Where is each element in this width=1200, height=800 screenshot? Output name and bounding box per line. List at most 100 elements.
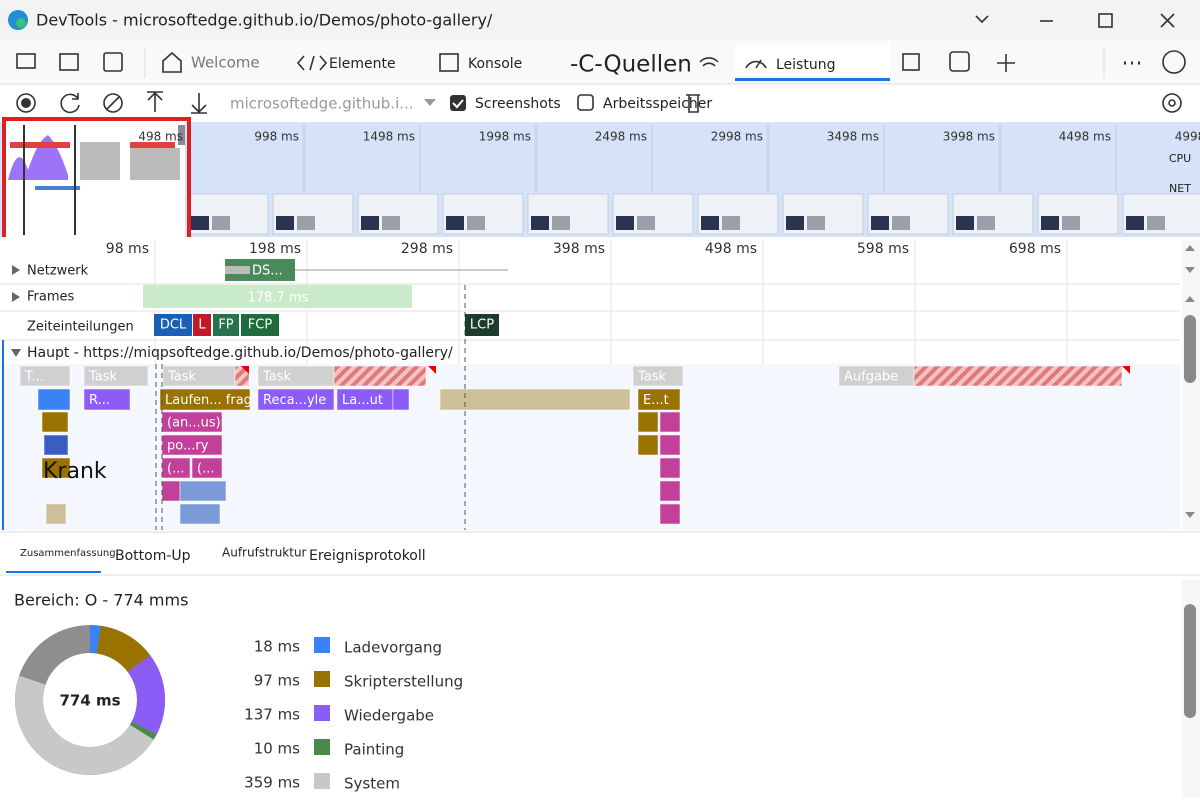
network-request[interactable] (225, 259, 295, 281)
legend-value: 359 ms (244, 774, 300, 792)
flame-block[interactable] (41, 457, 71, 479)
device-icon[interactable] (59, 53, 79, 71)
flame-block[interactable] (257, 388, 335, 411)
timing-marker[interactable] (213, 314, 239, 336)
timing-label: FP (218, 318, 233, 333)
flame-block[interactable] (191, 457, 223, 479)
warning-corner (1122, 366, 1130, 374)
dropdown-button[interactable] (975, 15, 989, 24)
overview-label: CPU (1169, 152, 1191, 165)
flame-block[interactable] (41, 411, 69, 433)
track-label[interactable]: Frames (27, 290, 75, 305)
flame-block[interactable] (159, 388, 251, 411)
memory-icon[interactable] (902, 53, 920, 71)
timing-label: DCL (160, 318, 187, 333)
timing-marker[interactable] (241, 314, 279, 336)
flame-block[interactable] (83, 388, 131, 411)
flame-block[interactable] (637, 388, 681, 411)
flame-block[interactable] (632, 365, 684, 387)
tab[interactable]: Welcome (191, 54, 260, 72)
flame-block[interactable] (659, 503, 681, 525)
thumb-img (1062, 216, 1080, 230)
clear-button[interactable] (103, 93, 123, 113)
flame-block[interactable] (179, 480, 227, 502)
thumb-img (531, 216, 549, 230)
performance-icon (745, 59, 767, 69)
flame-label: La...ut (342, 393, 383, 408)
timing-marker[interactable] (193, 314, 211, 336)
ruler-tick: 298 ms (401, 241, 453, 257)
tab[interactable]: Elemente (329, 56, 396, 72)
flame-block[interactable] (637, 411, 659, 433)
flame-label: Laufen... fragt (165, 393, 257, 408)
donut-segment (15, 625, 165, 775)
reload-button[interactable] (60, 93, 80, 114)
flame-block[interactable] (179, 503, 221, 525)
record-button[interactable] (16, 93, 36, 113)
screenshots-checkbox[interactable] (450, 95, 466, 111)
ruler-tick: 698 ms (1009, 241, 1061, 257)
flame-block[interactable] (659, 411, 681, 433)
help-button[interactable] (1162, 50, 1186, 74)
legend-swatch (314, 705, 330, 721)
close-button[interactable] (1160, 13, 1175, 28)
inspect-icon[interactable] (16, 53, 36, 69)
track-label[interactable]: Zeiteinteilungen (27, 320, 134, 335)
flame-block[interactable] (392, 388, 410, 411)
thumb-img (701, 216, 719, 230)
flame-block[interactable] (659, 434, 681, 456)
memory-checkbox[interactable] (577, 94, 594, 111)
scrollbar[interactable] (1182, 240, 1200, 530)
trash-button[interactable] (686, 94, 700, 113)
recording-select[interactable]: microsoftedge.github.i... (230, 95, 414, 113)
track-label[interactable]: Haupt - https://miqpsoftedge.github.io/D… (27, 345, 453, 361)
tab-bar (0, 40, 1200, 84)
flame-block[interactable] (659, 480, 681, 502)
timing-marker[interactable] (465, 314, 499, 336)
network-label: DS... (252, 264, 283, 279)
flame-block[interactable] (637, 434, 659, 456)
thumb-img (1147, 216, 1165, 230)
overview-tick: 4498 ms (1059, 130, 1111, 144)
checkbox-label: Arbeitsspeicher (603, 96, 712, 112)
tab[interactable]: Konsole (468, 56, 522, 72)
timing-marker[interactable] (154, 314, 192, 336)
flame-block[interactable] (913, 365, 1123, 387)
flame-block[interactable] (83, 365, 149, 387)
overview-tick: 3998 ms (943, 130, 995, 144)
flame-block[interactable] (333, 365, 427, 387)
flame-label: Task (88, 370, 118, 385)
flame-block[interactable] (659, 457, 681, 479)
flame-block[interactable] (19, 365, 71, 387)
bottom-tab[interactable]: Ereignisprotokoll (309, 548, 426, 564)
frame[interactable] (143, 285, 412, 308)
thumb-img (616, 216, 634, 230)
flame-block[interactable] (45, 503, 67, 525)
legend-value: 137 ms (244, 706, 300, 724)
maximize-button[interactable] (1098, 13, 1113, 28)
track-label[interactable]: Netzwerk (27, 264, 89, 279)
ruler-tick: 598 ms (857, 241, 909, 257)
overview-tick: 3498 ms (827, 130, 879, 144)
app-icon-tab[interactable] (949, 51, 970, 72)
flame-block[interactable] (439, 388, 631, 411)
bottom-tab[interactable]: Aufrufstruktur (222, 546, 307, 560)
bottom-tab[interactable]: Zusammenfassung (20, 548, 116, 559)
dock-icon[interactable] (103, 52, 123, 72)
flame-block[interactable] (37, 388, 71, 411)
tab[interactable]: -C-Quellen (570, 52, 692, 78)
ruler-tick: 98 ms (106, 241, 149, 257)
flame-label: Krank (43, 459, 107, 484)
flame-block[interactable] (161, 480, 181, 502)
bottom-tab[interactable]: Bottom-Up (115, 548, 191, 564)
flame-block[interactable] (43, 434, 69, 456)
legend-name: Skripterstellung (344, 673, 463, 691)
settings-button[interactable] (1162, 93, 1182, 113)
download-button[interactable] (191, 93, 207, 114)
tab[interactable]: Leistung (776, 57, 835, 73)
upload-button[interactable] (147, 91, 163, 112)
flame-label: (... (167, 462, 184, 477)
add-tab[interactable] (997, 54, 1015, 72)
legend-name: Painting (344, 741, 404, 759)
thumb-img (1041, 216, 1059, 230)
